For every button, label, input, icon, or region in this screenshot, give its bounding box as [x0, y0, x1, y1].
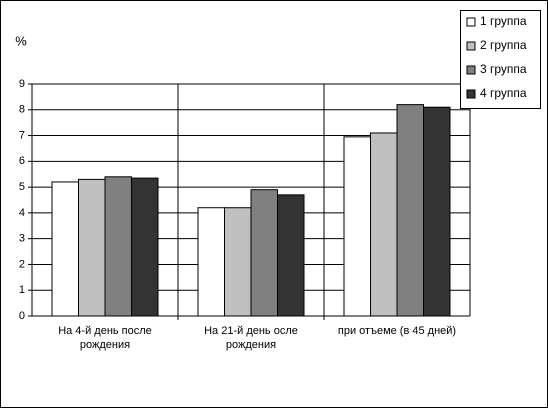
- bar: [131, 177, 159, 317]
- legend-label: 1 группа: [480, 14, 527, 28]
- x-tick-label: На 21-й день осле рождения: [204, 325, 298, 351]
- bar: [51, 181, 79, 317]
- y-tick-label: 1: [19, 284, 25, 296]
- y-tick-label: 6: [19, 155, 25, 167]
- y-tick-label: 3: [19, 233, 25, 245]
- y-tick-label: 2: [19, 258, 25, 270]
- legend-swatch: [466, 41, 476, 51]
- legend-swatch: [466, 65, 476, 75]
- bar: [197, 207, 225, 317]
- legend-swatch: [466, 17, 476, 27]
- bar: [396, 104, 424, 317]
- x-tick-label: при отъеме (в 45 дней): [337, 325, 457, 337]
- bar: [78, 178, 106, 317]
- y-tick-label: 9: [19, 78, 25, 90]
- legend-swatch: [466, 89, 476, 99]
- bar: [224, 207, 252, 317]
- y-tick-label: 5: [19, 181, 25, 193]
- y-tick-label: 0: [19, 310, 25, 322]
- y-axis-label: %: [15, 33, 27, 48]
- legend-label: 4 группа: [480, 86, 527, 100]
- bar: [423, 106, 451, 317]
- x-tick-label: На 4-й день после рождения: [58, 325, 152, 351]
- y-tick-label: 7: [19, 129, 25, 141]
- bar: [250, 189, 278, 317]
- bar: [370, 132, 398, 317]
- bar: [277, 194, 305, 317]
- y-tick-label: 4: [19, 207, 25, 219]
- y-tick-label: 8: [19, 104, 25, 116]
- bar: [343, 136, 371, 317]
- legend-label: 3 группа: [480, 62, 527, 76]
- legend-label: 2 группа: [480, 38, 527, 52]
- bar: [104, 176, 132, 317]
